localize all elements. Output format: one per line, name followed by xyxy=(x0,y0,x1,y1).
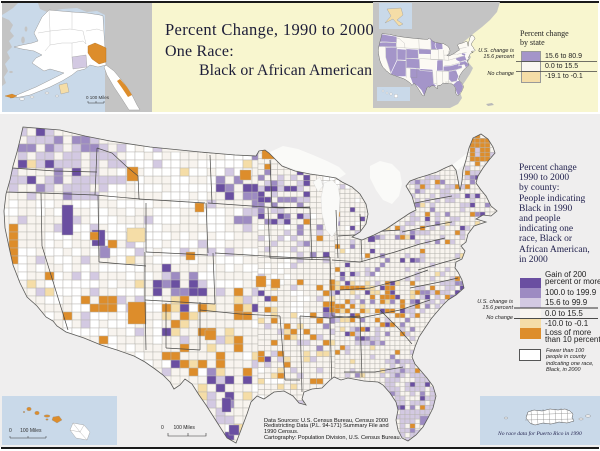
svg-text:No race data for Puerto Rico i: No race data for Puerto Rico in 1990 xyxy=(497,430,582,437)
svg-text:0 100 Miles: 0 100 Miles xyxy=(86,95,110,100)
svg-text:0 100 Miles: 0 100 Miles xyxy=(9,428,42,434)
